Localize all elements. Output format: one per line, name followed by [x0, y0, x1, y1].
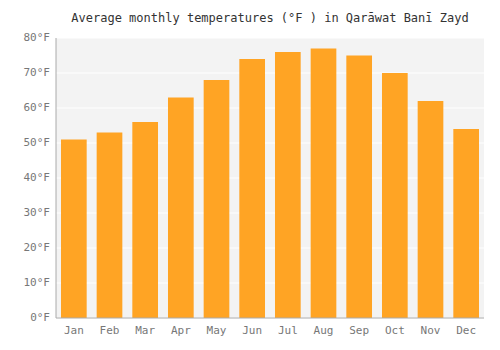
x-tick-label: Oct	[385, 324, 405, 337]
plot-background	[56, 38, 484, 318]
x-tick-label: Dec	[456, 324, 476, 337]
y-tick-label: 80°F	[24, 31, 51, 44]
bar	[168, 98, 194, 319]
grid-line	[56, 73, 484, 74]
x-tick-label: May	[207, 324, 227, 337]
bar	[382, 73, 408, 318]
bar	[132, 122, 158, 318]
x-tick-label: Jun	[242, 324, 262, 337]
y-tick-label: 40°F	[24, 171, 51, 184]
x-tick-label: Jan	[64, 324, 84, 337]
x-tick-label: Aug	[314, 324, 334, 337]
y-axis-line	[56, 38, 57, 318]
grid	[56, 38, 484, 318]
y-tick-label: 30°F	[24, 206, 51, 219]
x-tick-label: Apr	[171, 324, 191, 337]
chart-container: 0°F 10°F 20°F 30°F 40°F 50°F 60°F 70°F 80°F Jan Fe…	[0, 0, 500, 350]
x-tick-label: Feb	[100, 324, 120, 337]
bar	[418, 101, 444, 318]
grid-line	[56, 318, 484, 319]
y-tick-label: 50°F	[24, 136, 51, 149]
bar	[239, 59, 265, 318]
bar	[204, 80, 230, 318]
title: Average monthly temperatures (°F ) in Qa…	[71, 11, 468, 25]
y-tick-label: 70°F	[24, 66, 51, 79]
bar	[97, 133, 123, 319]
grid-line	[56, 38, 484, 39]
x-tick-label: Nov	[421, 324, 441, 337]
bar	[346, 56, 372, 319]
bar	[275, 52, 301, 318]
bars	[61, 49, 479, 319]
x-tick-label: Mar	[135, 324, 155, 337]
y-tick-label: 10°F	[24, 276, 51, 289]
y-tick-label: 60°F	[24, 101, 51, 114]
y-axis: 0°F 10°F 20°F 30°F 40°F 50°F 60°F 70°F 80°F	[24, 31, 51, 324]
y-tick-label: 20°F	[24, 241, 51, 254]
chart-svg: 0°F 10°F 20°F 30°F 40°F 50°F 60°F 70°F 80°F Jan Fe…	[0, 0, 500, 350]
bar	[453, 129, 479, 318]
x-tick-label: Jul	[278, 324, 298, 337]
x-axis: Jan Feb Mar Apr May Jun Jul Aug Sep Oct Nov Dec	[64, 324, 476, 337]
x-axis-line	[56, 318, 484, 319]
bar	[311, 49, 337, 319]
x-tick-label: Sep	[349, 324, 369, 337]
y-tick-label: 0°F	[30, 311, 50, 324]
bar	[61, 140, 87, 319]
